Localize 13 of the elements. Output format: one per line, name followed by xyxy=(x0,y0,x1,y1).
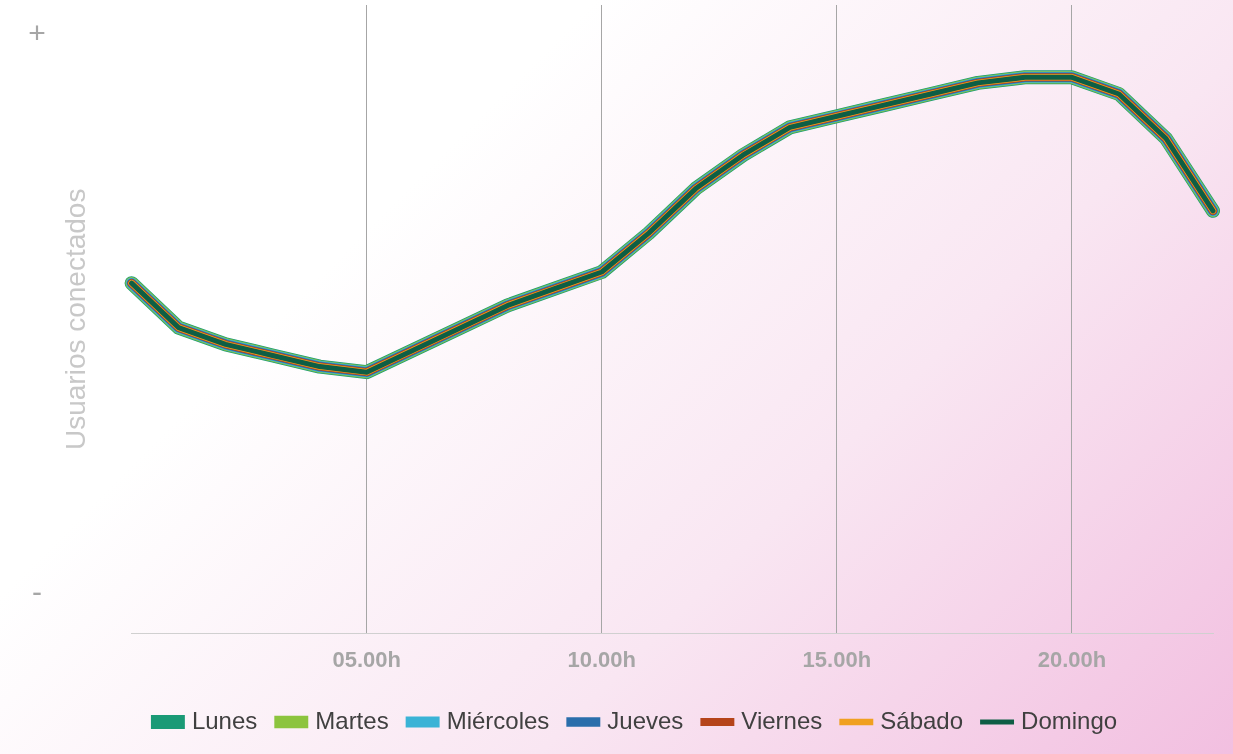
text: - xyxy=(32,574,42,608)
x-tick-label: 20.00h xyxy=(1037,646,1107,672)
legend-label: Sábado xyxy=(880,706,964,734)
legend-label: Martes xyxy=(315,706,389,734)
text: + xyxy=(28,16,46,50)
legend-label: Lunes xyxy=(191,706,258,734)
x-tick-label: 15.00h xyxy=(802,646,872,672)
legend-label: Viernes xyxy=(741,706,823,734)
x-tick-label: 05.00h xyxy=(332,646,401,672)
legend-label: Miércoles xyxy=(446,706,550,734)
legend-label: Jueves xyxy=(607,706,684,734)
x-tick-label: 10.00h xyxy=(567,646,637,672)
legend-label: Domingo xyxy=(1021,706,1118,734)
